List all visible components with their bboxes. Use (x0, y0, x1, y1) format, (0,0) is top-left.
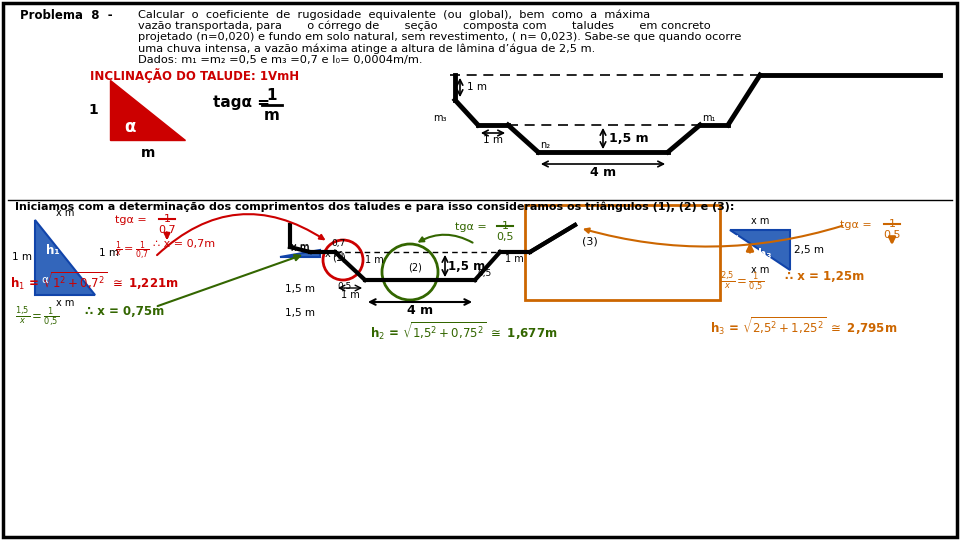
Text: h$_1$ = $\sqrt{1^2+0{,}7^2}$ $\cong$ 1,221m: h$_1$ = $\sqrt{1^2+0{,}7^2}$ $\cong$ 1,2… (10, 270, 179, 292)
Text: vazão transportada, para       o córrego de       seção       composta com      : vazão transportada, para o córrego de se… (138, 21, 710, 31)
Text: α: α (732, 233, 738, 243)
FancyBboxPatch shape (3, 3, 957, 537)
Text: m: m (264, 109, 280, 124)
Text: 4 m: 4 m (407, 304, 433, 317)
Text: tgα =: tgα = (455, 222, 487, 232)
Text: tgα =: tgα = (840, 220, 872, 230)
Text: ∴ x = 0,7m: ∴ x = 0,7m (153, 239, 215, 249)
Text: Problema  8  -: Problema 8 - (20, 9, 112, 22)
Text: 4 m: 4 m (590, 166, 616, 179)
Text: ∴ x = 1,25m: ∴ x = 1,25m (785, 270, 864, 283)
Text: m₃: m₃ (434, 113, 447, 123)
Text: 1 m: 1 m (505, 254, 524, 264)
Text: x m: x m (291, 243, 309, 253)
Text: x m: x m (751, 216, 769, 226)
Text: 0,5: 0,5 (883, 230, 900, 240)
Bar (525, 205, 720, 300)
Text: 1 m: 1 m (99, 247, 119, 258)
Text: (1): (1) (332, 253, 346, 263)
Polygon shape (280, 250, 320, 257)
Text: 1: 1 (163, 214, 171, 224)
Polygon shape (110, 80, 185, 140)
Text: uma chuva intensa, a vazão máxima atinge a altura de lâmina d’água de 2,5 m.: uma chuva intensa, a vazão máxima atinge… (138, 44, 595, 54)
Text: ∴ x = 0,75m: ∴ x = 0,75m (85, 305, 164, 318)
Text: projetado (n=0,020) e fundo em solo natural, sem revestimento, ( n= 0,023). Sabe: projetado (n=0,020) e fundo em solo natu… (138, 32, 741, 42)
Text: Dados: m₁ =m₂ =0,5 e m₃ =0,7 e I₀= 0,0004m/m.: Dados: m₁ =m₂ =0,5 e m₃ =0,7 e I₀= 0,000… (138, 55, 422, 65)
Text: x m: x m (291, 242, 309, 252)
Text: 1,5 m: 1,5 m (285, 284, 315, 294)
Text: α: α (124, 118, 135, 136)
Text: 1 m: 1 m (365, 255, 384, 265)
Text: (2): (2) (408, 262, 422, 272)
Text: x m: x m (56, 208, 74, 218)
Text: Calcular  o  coeficiente  de  rugosidade  equivalente  (ou  global),  bem  como : Calcular o coeficiente de rugosidade equ… (138, 9, 650, 19)
Text: INCLINAÇÃO DO TALUDE: 1VmH: INCLINAÇÃO DO TALUDE: 1VmH (90, 68, 300, 83)
Text: m₁: m₁ (702, 113, 715, 123)
Text: $\frac{2{,}5}{x} = \frac{1}{0{,}5}$: $\frac{2{,}5}{x} = \frac{1}{0{,}5}$ (720, 270, 764, 294)
Text: 0,7: 0,7 (158, 225, 176, 235)
Text: h$_2$ = $\sqrt{1{,}5^2+0{,}75^2}$ $\cong$ 1,677m: h$_2$ = $\sqrt{1{,}5^2+0{,}75^2}$ $\cong… (370, 320, 558, 342)
Text: 1: 1 (501, 221, 509, 231)
Text: $\frac{1}{x} = \frac{1}{0{,}7}$: $\frac{1}{x} = \frac{1}{0{,}7}$ (115, 239, 150, 262)
Text: x m: x m (325, 249, 344, 259)
Text: 0,5: 0,5 (496, 232, 514, 242)
Text: 1: 1 (267, 89, 277, 104)
Text: 0,7: 0,7 (331, 239, 346, 248)
Text: 1 m: 1 m (12, 253, 32, 262)
Text: (3): (3) (582, 237, 598, 247)
Text: x m: x m (751, 265, 769, 275)
Polygon shape (730, 230, 790, 270)
Text: 2,5 m: 2,5 m (794, 245, 824, 255)
Text: 1,5 m: 1,5 m (448, 260, 485, 273)
Text: h₃: h₃ (758, 248, 772, 261)
Text: 1,5 m: 1,5 m (285, 308, 315, 318)
Text: 1: 1 (889, 219, 896, 229)
Text: h₂: h₂ (293, 271, 307, 284)
Text: tagα =: tagα = (213, 94, 270, 110)
Text: h$_3$ = $\sqrt{2{,}5^2+1{,}25^2}$ $\cong$ 2,795m: h$_3$ = $\sqrt{2{,}5^2+1{,}25^2}$ $\cong… (710, 315, 898, 337)
Text: $\frac{1{,}5}{x} = \frac{1}{0{,}5}$: $\frac{1{,}5}{x} = \frac{1}{0{,}5}$ (15, 305, 60, 329)
Text: x m: x m (56, 298, 74, 308)
Text: m: m (141, 146, 156, 160)
Text: tgα =: tgα = (115, 215, 147, 225)
Text: α: α (281, 287, 288, 297)
Text: 0,5: 0,5 (337, 282, 351, 291)
Text: 1 m: 1 m (483, 135, 503, 145)
Text: α: α (41, 275, 48, 285)
Text: 1: 1 (88, 103, 98, 117)
Text: Iniciamos com a determinação dos comprimentos dos taludes e para isso consideram: Iniciamos com a determinação dos comprim… (15, 202, 734, 213)
Text: 0,5: 0,5 (477, 269, 492, 278)
Text: 1 m: 1 m (341, 290, 359, 300)
Polygon shape (35, 220, 95, 295)
Text: 1 m: 1 m (467, 83, 487, 92)
Text: h₁: h₁ (46, 244, 60, 256)
Text: 1,5 m: 1,5 m (609, 132, 649, 145)
Text: n₂: n₂ (540, 140, 550, 150)
